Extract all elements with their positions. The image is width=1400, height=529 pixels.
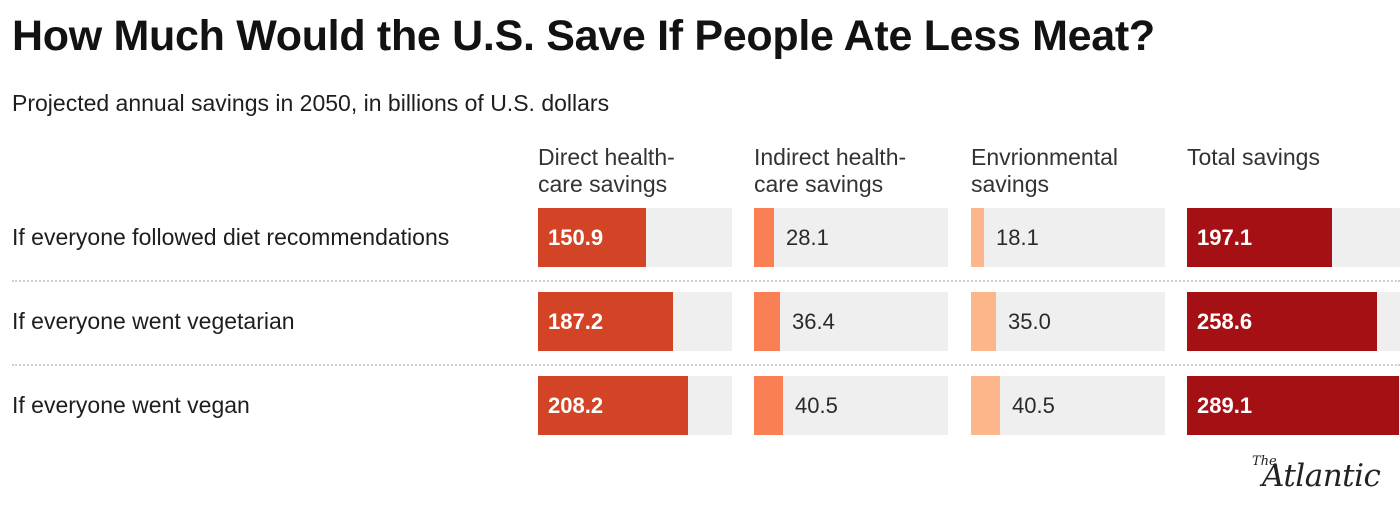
cell-indirect-health-care: 28.1 <box>754 208 948 267</box>
bar-environmental <box>971 292 996 351</box>
value-label-direct-health-care: 150.9 <box>548 224 604 250</box>
value-label-total: 258.6 <box>1197 308 1253 334</box>
bar-direct-health-care <box>538 208 646 267</box>
column-header-environmental: Envrionmental savings <box>971 144 1119 197</box>
row-divider <box>12 364 1400 366</box>
value-label-direct-health-care: 208.2 <box>548 392 604 418</box>
cell-environmental: 35.0 <box>971 292 1165 351</box>
cell-total: 258.6 <box>1187 292 1400 351</box>
value-label-environmental: 40.5 <box>1012 392 1055 418</box>
value-label-indirect-health-care: 28.1 <box>786 224 829 250</box>
cell-indirect-health-care: 40.5 <box>754 376 948 435</box>
value-label-total: 197.1 <box>1197 224 1253 250</box>
value-label-environmental: 18.1 <box>996 224 1039 250</box>
cell-total: 289.1 <box>1187 376 1400 435</box>
bar-total <box>1187 292 1377 351</box>
column-header-indirect-health-care: Indirect health- care savings <box>754 144 907 197</box>
bar-environmental <box>971 208 984 267</box>
cell-indirect-health-care: 36.4 <box>754 292 948 351</box>
cell-environmental: 18.1 <box>971 208 1165 267</box>
cell-total: 197.1 <box>1187 208 1400 267</box>
logo-the: The <box>1252 454 1277 469</box>
bar-indirect-health-care <box>754 208 774 267</box>
value-label-total: 289.1 <box>1197 392 1253 418</box>
cell-environmental: 40.5 <box>971 376 1165 435</box>
logo-atlantic: Atlantic <box>1262 458 1381 494</box>
bar-total <box>1187 208 1332 267</box>
row-label-vegan: If everyone went vegan <box>12 392 250 418</box>
value-label-direct-health-care: 187.2 <box>548 308 604 334</box>
row-label-vegetarian: If everyone went vegetarian <box>12 308 295 334</box>
value-label-indirect-health-care: 36.4 <box>792 308 835 334</box>
cell-direct-health-care: 187.2 <box>538 292 732 351</box>
chart-title: How Much Would the U.S. Save If People A… <box>12 12 1155 60</box>
bar-indirect-health-care <box>754 292 780 351</box>
cell-direct-health-care: 208.2 <box>538 376 732 435</box>
value-label-environmental: 35.0 <box>1008 308 1051 334</box>
column-header-total: Total savings <box>1187 144 1320 170</box>
chart-subtitle: Projected annual savings in 2050, in bil… <box>12 90 610 116</box>
bar-direct-health-care <box>538 376 688 435</box>
bar-environmental <box>971 376 1000 435</box>
bar-indirect-health-care <box>754 376 783 435</box>
row-divider <box>12 280 1400 282</box>
value-label-indirect-health-care: 40.5 <box>795 392 838 418</box>
the-atlantic-logo: The Atlantic <box>1252 452 1382 496</box>
bar-direct-health-care <box>538 292 673 351</box>
cell-direct-health-care: 150.9 <box>538 208 732 267</box>
row-label-diet-recommendations: If everyone followed diet recommendation… <box>12 224 450 250</box>
bar-total <box>1187 376 1399 435</box>
column-header-direct-health-care: Direct health- care savings <box>538 144 675 197</box>
